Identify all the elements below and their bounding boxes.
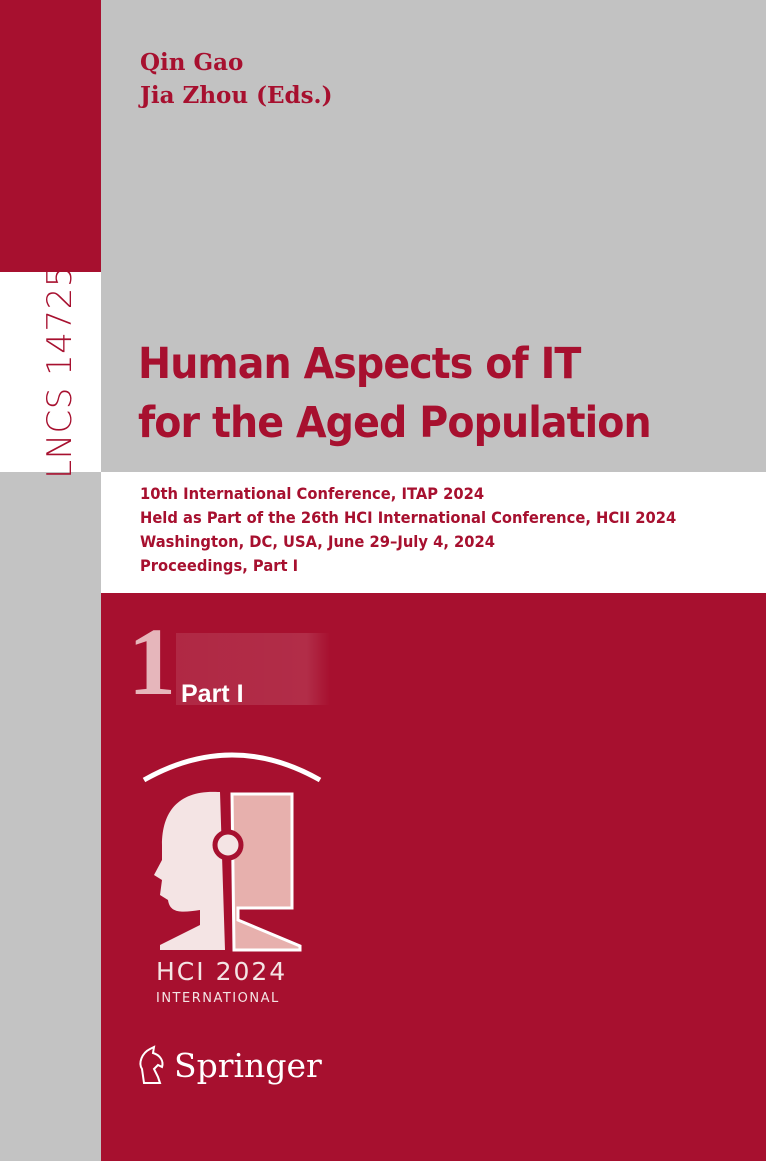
editor: Qin Gao <box>140 49 244 76</box>
hci-logo: HCI 2024 INTERNATIONAL <box>140 750 330 1006</box>
subtitle-line: 10th International Conference, ITAP 2024 <box>140 484 485 503</box>
spine-white-block <box>0 272 101 472</box>
subtitle: 10th International Conference, ITAP 2024… <box>140 482 676 578</box>
part-label: Part I <box>181 680 244 708</box>
logo-text: HCI 2024 <box>156 957 288 986</box>
series-number: LNCS 14725 <box>40 265 80 479</box>
springer-horse-icon <box>139 1045 164 1084</box>
spine-grey-block <box>0 472 101 1161</box>
title-line: for the Aged Population <box>138 398 652 448</box>
hci-head-icon <box>142 752 322 952</box>
cover-top-area <box>101 0 766 472</box>
publisher-logo: Springer <box>136 1045 322 1085</box>
editor: Jia Zhou (Eds.) <box>140 82 333 109</box>
part-number: 1 <box>128 608 176 715</box>
publisher-name: Springer <box>174 1045 322 1085</box>
subtitle-line: Held as Part of the 26th HCI Internation… <box>140 508 677 527</box>
book-title: Human Aspects of IT for the Aged Populat… <box>138 335 652 453</box>
subtitle-line: Washington, DC, USA, June 29–July 4, 202… <box>140 532 496 551</box>
part-badge-background <box>176 633 330 705</box>
spine-red-block <box>0 0 101 272</box>
subtitle-band <box>101 472 766 593</box>
editors: Qin Gao Jia Zhou (Eds.) <box>140 46 332 112</box>
subtitle-line: Proceedings, Part I <box>140 556 299 575</box>
title-line: Human Aspects of IT <box>138 339 581 389</box>
logo-subtext: INTERNATIONAL <box>156 991 280 1006</box>
